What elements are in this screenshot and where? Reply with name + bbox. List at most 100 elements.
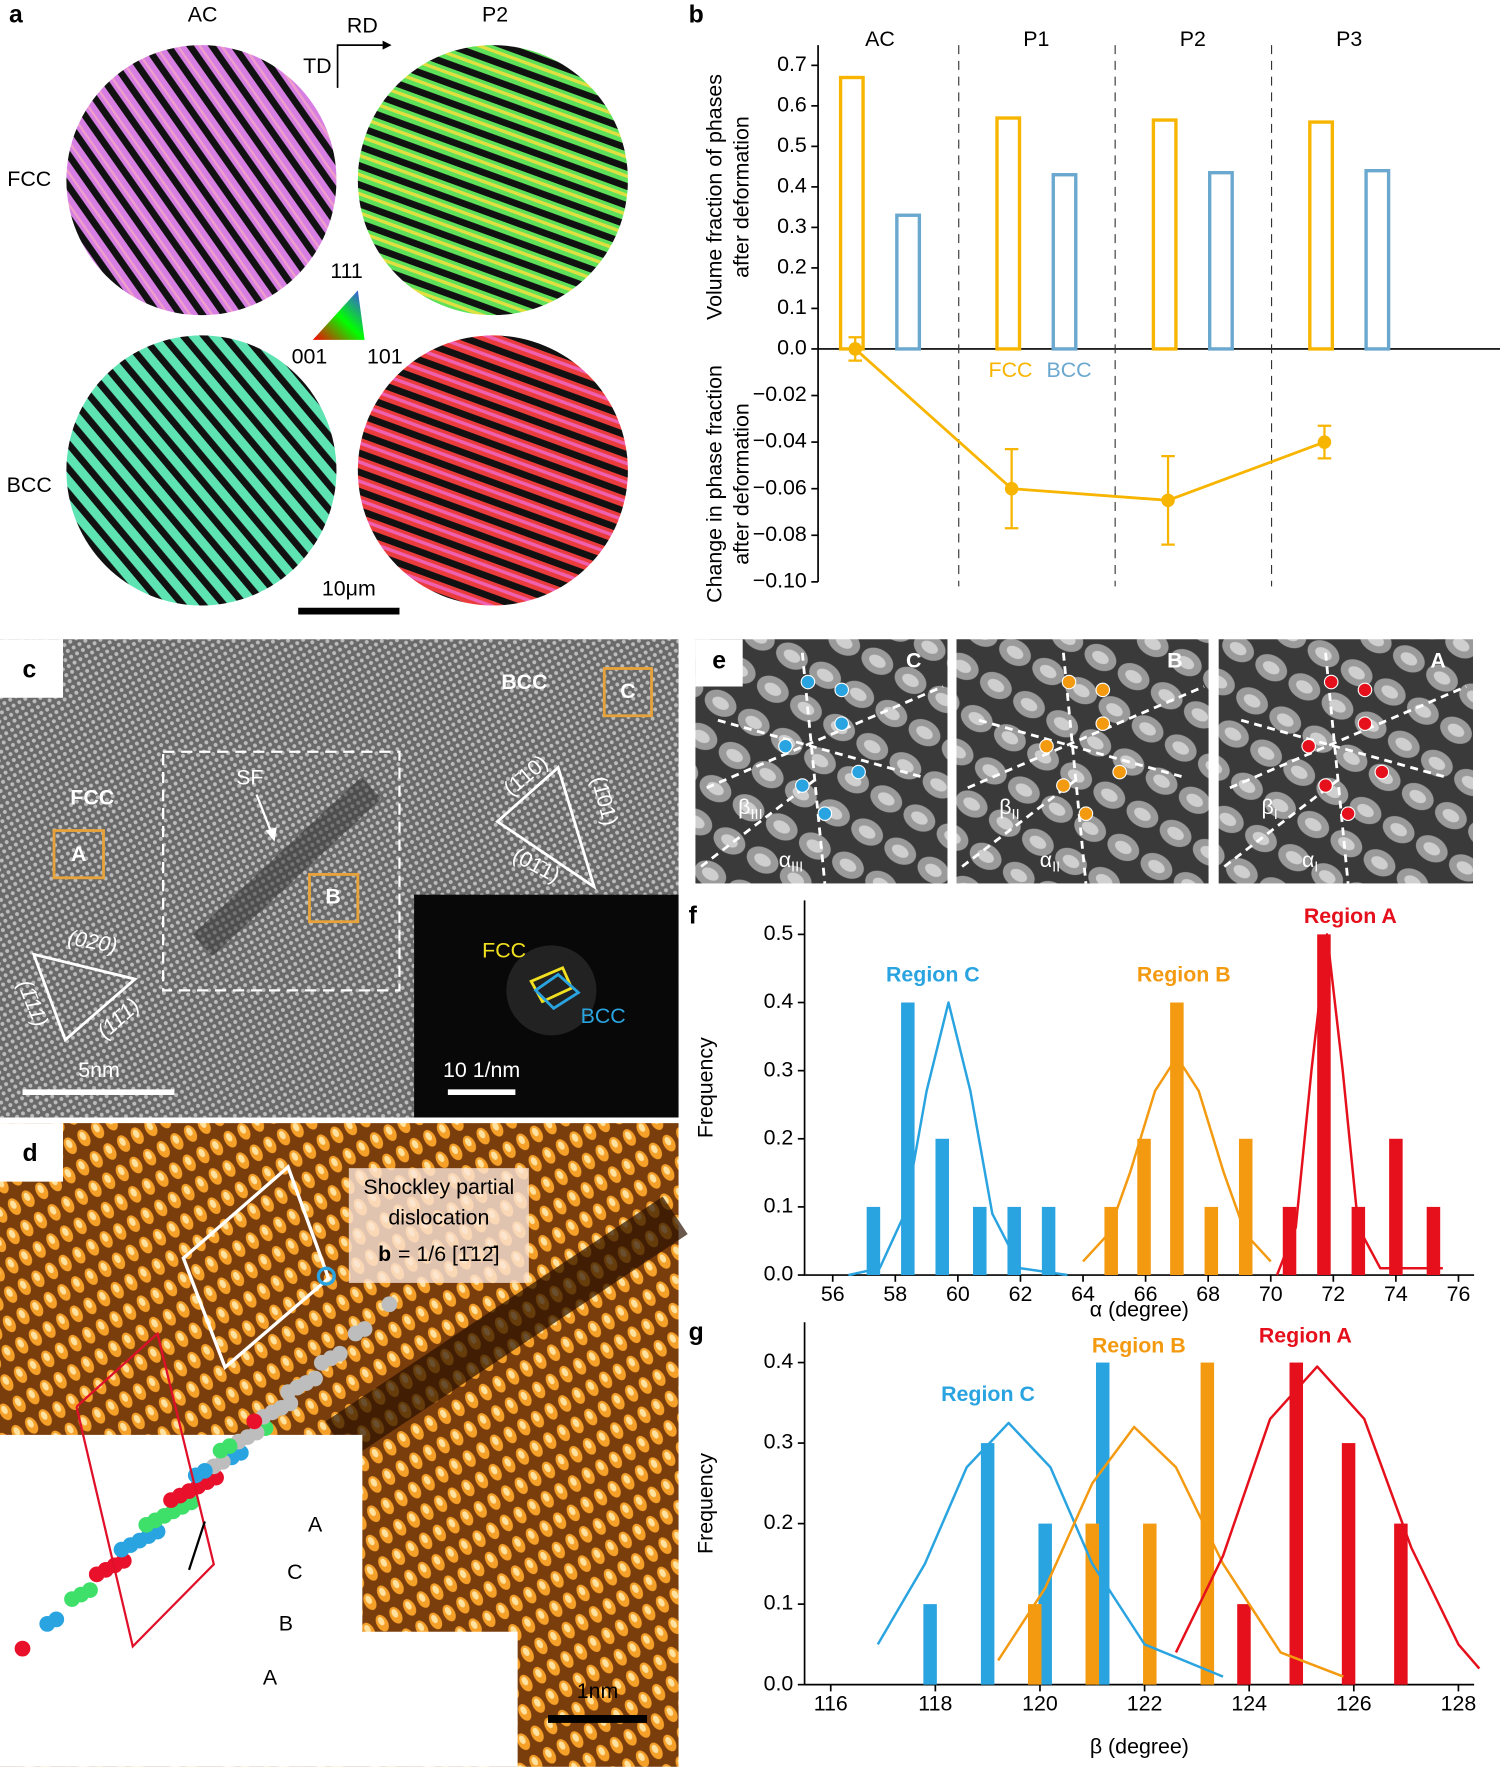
scale-bar: [22, 1089, 175, 1095]
scale-bar: [298, 607, 400, 615]
fit-curve: [997, 1425, 1344, 1678]
fft-cell: [533, 972, 581, 1011]
layer-label: A: [308, 1513, 323, 1537]
y-tick-label: 0.3: [764, 1430, 794, 1454]
box-label: A: [71, 842, 86, 866]
bar: [1007, 1206, 1021, 1276]
fit-curve: [848, 1001, 1068, 1277]
region-label: A: [1430, 648, 1445, 672]
bar: [1204, 1206, 1219, 1276]
x-tick-label: 122: [1127, 1692, 1163, 1716]
bar: [1095, 1362, 1110, 1685]
angle-sub: I: [1314, 860, 1318, 876]
atom-marker: [851, 764, 866, 780]
fit-curve: [1082, 1055, 1272, 1263]
angle-symbol: β: [1261, 795, 1273, 819]
region-label: C: [906, 648, 921, 672]
guide-line: [1061, 652, 1088, 884]
bar: [1170, 1002, 1184, 1276]
atom: [381, 1296, 398, 1313]
scale-label: 1nm: [577, 1679, 619, 1703]
series-label: Region A: [1259, 1324, 1352, 1348]
fit-curve: [1174, 1365, 1481, 1670]
y-tick-label: 0.4: [764, 1349, 794, 1373]
atom-marker: [1374, 764, 1390, 780]
y-tick-label: 0.2: [777, 255, 807, 279]
bar: [1351, 1206, 1366, 1276]
bar: [1143, 1523, 1157, 1685]
dark-band: [325, 1196, 688, 1460]
arrow-head: [265, 827, 277, 842]
region-box: [52, 829, 105, 880]
x-tick-label: 120: [1022, 1692, 1058, 1716]
ebsd-map: [66, 45, 337, 316]
y-tick-label: 0.7: [777, 52, 807, 76]
y-axis-label: Change in phase fraction: [702, 365, 726, 603]
layer-label: C: [287, 1560, 302, 1584]
y-tick-label: −0.04: [753, 429, 807, 453]
y-tick-label: 0.0: [777, 336, 807, 360]
panel-label: c: [23, 656, 37, 683]
layer-label: A: [263, 1666, 278, 1690]
fft-label: FCC: [482, 939, 526, 963]
model-circuit: [75, 1331, 216, 1649]
y-tick-label: 0.0: [764, 1262, 794, 1286]
scale-label: 5nm: [78, 1058, 120, 1082]
atom: [39, 1615, 56, 1632]
note: Shockley partial: [363, 1175, 514, 1199]
atom-marker: [778, 738, 793, 754]
bar: [866, 1206, 881, 1276]
region-box: [308, 873, 360, 924]
bar: [895, 213, 922, 351]
point: [1161, 493, 1175, 508]
guide-line: [706, 685, 944, 790]
atom: [113, 1541, 130, 1558]
axes: [803, 1322, 1475, 1686]
burgers-circuit: [181, 1164, 331, 1371]
angle-label: βIII: [738, 795, 762, 823]
angle-sub: II: [1052, 860, 1060, 876]
x-tick-label: 118: [918, 1692, 952, 1716]
x-tick-label: 124: [1231, 1692, 1267, 1716]
sf-arrow: [255, 794, 274, 836]
ebsd-map: [357, 335, 628, 606]
fit-curve: [876, 1421, 1224, 1678]
guide-line: [800, 652, 827, 884]
stacking-model: [14, 1296, 398, 1657]
category-label: P3: [1336, 27, 1362, 51]
y-axis-label: after deformation: [729, 403, 753, 565]
note-bg: [348, 1168, 529, 1283]
bar: [1041, 1206, 1056, 1276]
bar: [1238, 1138, 1253, 1276]
panel-label: b: [689, 1, 704, 28]
bar: [923, 1604, 937, 1685]
category-label: P2: [1180, 27, 1206, 51]
legend-label: BCC: [1046, 358, 1091, 382]
angle-sub: I: [1274, 807, 1278, 823]
panel-label: g: [689, 1319, 704, 1346]
ebsd-map: [357, 45, 628, 316]
panel-d: d Shockley partial dislocation b = 1/6 [1…: [0, 1123, 688, 1767]
x-tick-label: 66: [1134, 1282, 1158, 1306]
y-axis-label: Frequency: [693, 1453, 717, 1554]
bar: [980, 1443, 995, 1685]
atom-marker: [1318, 778, 1333, 793]
y-tick-label: −0.02: [753, 382, 807, 406]
series-label: Region B: [1092, 1334, 1186, 1358]
x-tick-label: 64: [1071, 1282, 1095, 1306]
angle-symbol: α: [1302, 848, 1314, 872]
atom: [14, 1640, 31, 1657]
atom: [347, 1325, 364, 1342]
y-tick-label: 0.3: [764, 1057, 794, 1081]
angle-label: βII: [999, 795, 1019, 823]
layer-label: B: [279, 1612, 293, 1636]
bar: [1389, 1138, 1403, 1276]
x-tick-label: 68: [1196, 1282, 1220, 1306]
region-label: B: [1167, 648, 1182, 672]
y-tick-label: 0.4: [777, 174, 807, 198]
x-tick-label: 58: [883, 1282, 907, 1306]
burgers: b = 1/6 [1̄12̄]: [378, 1241, 499, 1265]
burgers-symbol: b: [378, 1241, 391, 1265]
ipf-label: 111: [330, 259, 363, 283]
